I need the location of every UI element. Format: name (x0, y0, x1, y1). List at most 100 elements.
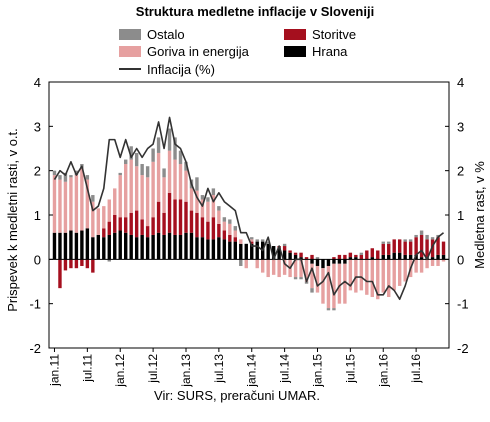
bar-ostalo-68 (425, 234, 429, 240)
legend-swatch-goriva (119, 46, 141, 57)
bar-goriva-in-energija-14 (129, 159, 133, 213)
bar-storitve-58 (370, 248, 374, 258)
bar-ostalo-7 (91, 195, 95, 202)
x-tick-label: jan.11 (47, 354, 61, 387)
bar-goriva-in-energija-58 (370, 259, 374, 298)
bar-goriva-in-energija-45 (299, 259, 303, 278)
bar-storitve-53 (343, 254, 347, 260)
bar-hrana-4 (74, 232, 79, 260)
bar-hrana-16 (140, 234, 144, 260)
bar-storitve-28 (206, 221, 210, 240)
bar-ostalo-34 (239, 259, 243, 266)
bar-hrana-52 (337, 259, 342, 264)
x-axis-ticks: jan.11 jul.11 jan.12 jul.12 jan.13 jul.13 jan.… (47, 348, 423, 388)
bar-storitve-19 (156, 201, 161, 233)
bar-hrana-1 (58, 232, 62, 260)
bar-hrana-2 (63, 232, 68, 260)
bar-storitve-27 (200, 217, 205, 238)
bar-goriva-in-energija-47 (310, 263, 314, 289)
bar-goriva-in-energija-26 (195, 190, 199, 213)
bar-storitve-2 (63, 259, 68, 271)
bar-hrana-22 (173, 234, 177, 260)
bar-goriva-in-energija-1 (58, 179, 62, 233)
x-tick-label: jul.13 (212, 354, 226, 384)
bar-goriva-in-energija-60 (381, 259, 385, 293)
bar-ostalo-32 (228, 219, 232, 224)
bar-hrana-71 (441, 254, 446, 260)
bar-storitve-47 (310, 254, 314, 260)
bar-goriva-in-energija-3 (69, 177, 73, 231)
bar-goriva-in-energija-28 (206, 201, 210, 222)
bar-hrana-29 (211, 239, 216, 260)
bar-hrana-34 (239, 243, 243, 260)
bar-storitve-1 (58, 259, 62, 289)
bar-goriva-in-energija-68 (425, 259, 429, 269)
bar-storitve-43 (288, 250, 292, 253)
bar-storitve-71 (441, 241, 446, 255)
bar-storitve-36 (250, 241, 254, 244)
chart-title: Struktura medletne inflacije v Sloveniji (136, 4, 374, 19)
bar-goriva-in-energija-15 (134, 166, 139, 211)
bar-ostalo-67 (419, 230, 424, 235)
bar-storitve-64 (403, 241, 407, 255)
bar-goriva-in-energija-54 (348, 259, 353, 291)
bar-hrana-43 (288, 252, 292, 260)
bar-storitve-68 (425, 239, 429, 258)
bar-goriva-in-energija-35 (244, 259, 248, 269)
bar-ostalo-3 (69, 175, 73, 178)
bar-goriva-in-energija-13 (124, 164, 128, 218)
bar-hrana-49 (321, 259, 325, 269)
bar-goriva-in-energija-18 (151, 161, 155, 218)
x-tick-label: jan.16 (376, 354, 390, 388)
bar-goriva-in-energija-27 (200, 199, 205, 218)
y-tick-left-label: 2 (34, 164, 41, 179)
bar-hrana-5 (80, 230, 84, 260)
bar-ostalo-50 (326, 308, 331, 311)
bar-goriva-in-energija-22 (173, 159, 177, 200)
bar-ostalo-29 (211, 188, 216, 196)
bar-hrana-41 (277, 248, 281, 260)
bar-goriva-in-energija-50 (326, 265, 331, 309)
bar-goriva-in-energija-59 (376, 259, 380, 300)
bar-ostalo-20 (162, 168, 166, 178)
bar-goriva-in-energija-51 (332, 263, 336, 309)
bar-storitve-29 (211, 217, 216, 240)
bar-storitve-20 (162, 212, 166, 235)
bar-goriva-in-energija-8 (96, 208, 101, 235)
bar-hrana-9 (102, 237, 106, 260)
bar-hrana-66 (414, 254, 418, 260)
bar-ostalo-66 (414, 234, 418, 238)
bar-hrana-31 (222, 239, 227, 260)
bar-hrana-47 (310, 259, 314, 264)
bar-storitve-26 (195, 212, 199, 238)
bar-goriva-in-energija-70 (436, 259, 440, 266)
bar-storitve-5 (80, 259, 84, 266)
bar-goriva-in-energija-24 (184, 170, 188, 202)
bar-goriva-in-energija-61 (387, 259, 391, 298)
bar-storitve-4 (74, 259, 79, 269)
bar-goriva-in-energija-39 (266, 259, 270, 278)
bar-goriva-in-energija-57 (365, 259, 369, 295)
bar-goriva-in-energija-55 (354, 259, 358, 293)
bar-ostalo-37 (255, 239, 259, 242)
bar-ostalo-21 (167, 128, 172, 151)
y-tick-left-label: 0 (34, 252, 41, 267)
bar-hrana-7 (91, 237, 95, 260)
bar-storitve-52 (337, 254, 342, 260)
x-tick-label: jan.14 (245, 354, 259, 388)
bar-storitve-10 (107, 221, 111, 235)
bar-hrana-3 (69, 230, 73, 260)
bar-storitve-31 (222, 230, 227, 240)
bar-goriva-in-energija-49 (321, 268, 325, 304)
bar-goriva-in-energija-30 (217, 210, 221, 224)
bar-storitve-63 (397, 239, 402, 253)
bar-goriva-in-energija-62 (392, 259, 396, 291)
bar-storitve-44 (293, 252, 298, 255)
bar-hrana-39 (266, 243, 270, 260)
legend-swatch-storitve (284, 29, 306, 40)
bar-ostalo-51 (332, 308, 336, 311)
bar-goriva-in-energija-31 (222, 221, 227, 231)
bar-goriva-in-energija-64 (403, 259, 407, 282)
x-tick-label: jan.13 (179, 354, 193, 388)
